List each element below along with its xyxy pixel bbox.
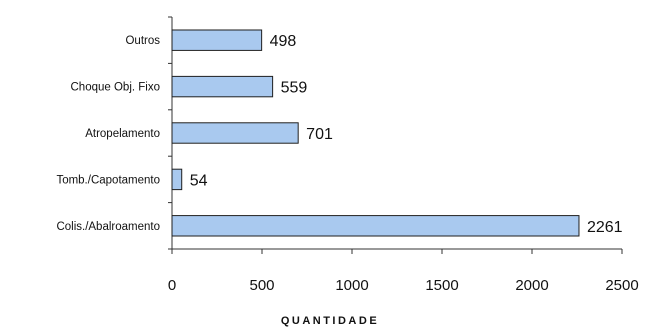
value-label: 498 <box>270 33 297 50</box>
bar <box>171 29 263 51</box>
x-tick-label: 2000 <box>515 277 548 294</box>
value-label: 54 <box>190 172 208 189</box>
category-label: Outros <box>125 35 160 47</box>
category-label: Choque Obj. Fixo <box>71 82 161 94</box>
value-labels: 498 559 701 54 2261 <box>190 33 623 236</box>
value-label: 2261 <box>587 219 623 236</box>
value-label: 559 <box>281 80 308 97</box>
x-tick-label: 500 <box>249 277 274 294</box>
axis-ticks <box>168 16 623 254</box>
category-label: Colis./Abalroamento <box>56 221 160 233</box>
x-tick-label: 1500 <box>425 277 458 294</box>
x-tick-label: 2500 <box>605 277 638 294</box>
value-label: 701 <box>306 126 333 143</box>
bar <box>171 168 183 191</box>
x-axis-title: QUANTIDADE <box>281 315 379 327</box>
category-label: Tomb./Capotamento <box>56 174 160 186</box>
bar <box>171 75 274 98</box>
bars-group <box>171 29 580 237</box>
bar <box>171 215 580 237</box>
category-labels: Outros Choque Obj. Fixo Atropelamento Tomb.… <box>56 35 160 233</box>
bar <box>171 122 299 144</box>
x-tick-label: 1000 <box>335 277 368 294</box>
x-tick-label: 0 <box>168 277 176 294</box>
category-label: Atropelamento <box>85 128 160 140</box>
x-tick-labels: 0 500 1000 1500 2000 2500 <box>168 277 639 294</box>
